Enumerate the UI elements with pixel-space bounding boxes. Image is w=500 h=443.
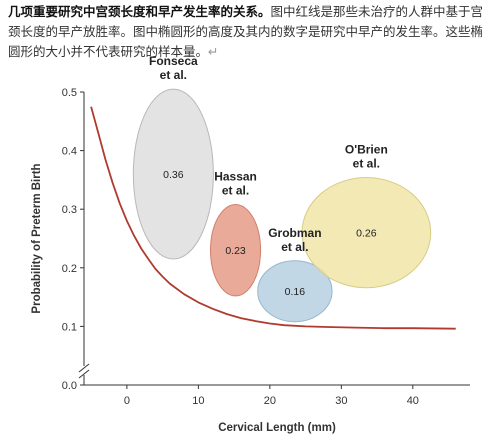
y-tick-label: 0.5 [62,87,77,99]
y-axis-title: Probability of Preterm Birth [31,163,43,313]
study-name-label-2-2: et al. [222,184,249,198]
axis-break-mark-1 [78,363,90,373]
x-axis-title: Cervical Length (mm) [218,422,336,434]
study-name-label-3-1: Grobman [268,226,321,240]
study-value-label-3: 0.16 [285,286,306,298]
study-value-label-1: 0.36 [163,169,184,181]
study-name-label-4-2: et al. [353,157,380,171]
x-tick-label: 40 [407,395,419,407]
study-ellipse-1 [132,88,214,260]
x-tick-label: 10 [192,395,204,407]
risk-curve [90,106,456,330]
study-ellipse-3 [257,260,333,323]
study-value-label-2: 0.23 [225,245,246,257]
y-tick-label: 0.3 [62,204,77,216]
study-ellipse-4 [301,177,432,289]
y-tick-label: 0.1 [62,321,77,333]
axes: 0.0 0.1 0.2 0.3 0.4 0.5 0 10 20 30 40 Cervical Leng… [31,87,470,434]
study-ellipse-2 [210,204,262,297]
study-name-label-1-2: et al. [160,68,187,82]
axis-break-mark-2 [78,369,90,379]
caption-return-mark: ↵ [208,44,219,59]
study-ellipses [132,88,432,323]
x-tick-label: 20 [264,395,276,407]
figure-caption: 几项重要研究中宫颈长度和早产发生率的关系。图中红线是那些未治疗的人群中基于宫颈长… [8,2,492,62]
study-name-label-2-1: Hassan [214,170,257,184]
x-tick-label: 30 [335,395,347,407]
caption-bold: 几项重要研究中宫颈长度和早产发生率的关系。 [8,4,271,19]
caption-text: 图中红线是那些未治疗的人群中基于宫颈长度的早产放胜率。图中椭圆形的高度及其内的数… [8,4,484,59]
y-tick-label: 0.2 [62,263,77,275]
x-tick-label: 0 [124,395,130,407]
y-tick-label: 0.4 [62,146,77,158]
risk-curve-layer [90,106,456,330]
y-tick-label: 0.0 [62,380,77,392]
study-name-label-4-1: O'Brien [345,143,388,157]
study-value-label-4: 0.26 [356,228,377,240]
study-name-label-3-2: et al. [281,240,308,254]
study-name-label-1-1: Fonseca [149,54,198,68]
